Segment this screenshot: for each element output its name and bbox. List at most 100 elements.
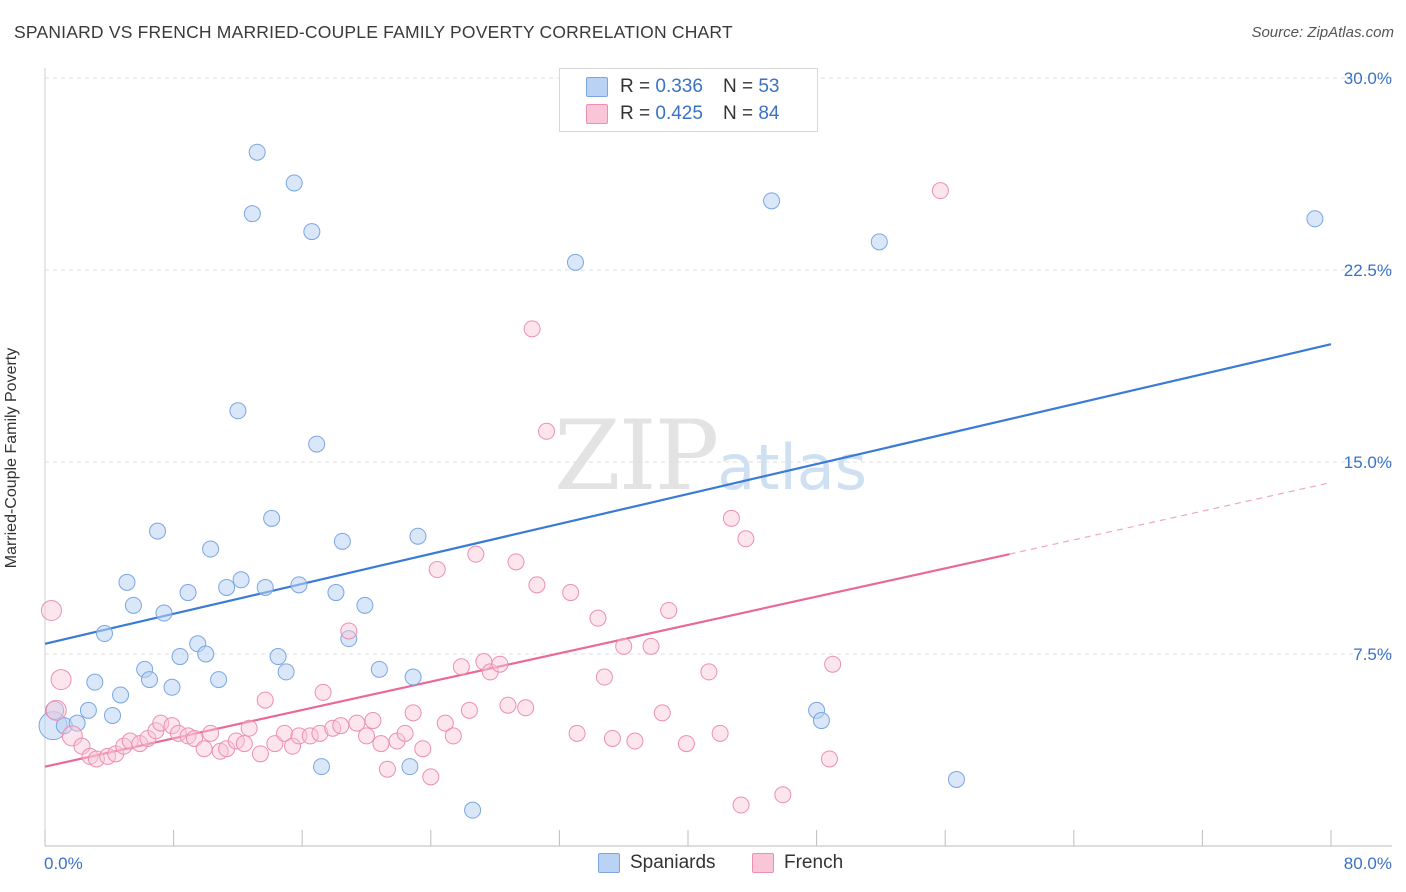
point-spaniards [229,402,247,420]
point-french [314,683,332,701]
point-spaniards [812,712,830,730]
point-french [87,750,105,768]
legend-swatch-french [752,853,774,873]
point-spaniards [312,758,330,776]
point-spaniards [86,673,104,691]
legend-n-french: 84 [758,103,780,124]
point-french [276,724,294,742]
legend-label-spaniards: Spaniards [630,852,716,873]
point-french [422,768,440,786]
point-french [491,655,509,673]
point-french [396,724,414,742]
point-french [50,669,72,691]
x-tick-label: 0.0% [44,854,83,873]
point-french [340,622,358,640]
point-spaniards [356,596,374,614]
point-french [251,745,269,763]
point-spaniards [197,645,215,663]
point-spaniards [763,192,781,210]
point-spaniards [1306,210,1324,228]
point-french [653,704,671,722]
point-french [460,701,478,719]
point-spaniards [277,663,295,681]
point-spaniards [149,522,167,540]
legend-row-spaniards: R = 0.336 N = 53 [586,75,779,99]
legend-n-spaniards: 53 [758,76,780,97]
legend-swatch-spaniards [598,853,620,873]
point-french [517,699,535,717]
point-french [603,729,621,747]
point-spaniards [404,668,422,686]
point-french [311,724,329,742]
point-spaniards [327,584,345,602]
point-french [677,735,695,753]
point-spaniards [210,671,228,689]
point-spaniards [155,604,173,622]
point-french [378,760,396,778]
point-french [737,530,755,548]
point-french [358,727,375,745]
legend-swatch-spaniards [586,77,608,97]
y-tick-label: 7.5% [1353,645,1392,664]
point-spaniards [95,625,113,643]
point-french [642,637,660,655]
point-spaniards [566,253,584,271]
point-spaniards [256,578,274,596]
y-tick-label: 30.0% [1344,69,1392,88]
point-french [284,737,302,755]
point-french [615,637,633,655]
point-spaniards [45,700,65,720]
point-french [589,609,607,627]
point-spaniards [104,706,122,724]
point-french [732,796,750,814]
point-spaniards [243,205,261,223]
point-french [568,724,586,742]
point-french [301,727,319,745]
legend-r-label: R = [620,76,651,97]
point-spaniards [68,714,86,732]
point-french [169,724,187,742]
point-french [332,717,350,735]
point-french [414,740,432,758]
point-french [499,696,517,714]
point-spaniards [401,758,419,776]
point-french [824,655,842,673]
trend-line-french [44,553,1010,768]
point-spaniards [290,576,308,594]
data-points [38,113,1324,819]
point-french [820,750,838,768]
point-spaniards [112,686,130,704]
point-spaniards [218,578,236,596]
point-spaniards [870,233,888,251]
point-french [722,509,740,527]
point-french [40,599,62,621]
point-spaniards [263,509,281,527]
point-french [372,735,390,753]
legend-n-label: N = [722,76,754,97]
y-tick-label: 22.5% [1344,261,1392,280]
legend-series: Spaniards French [0,852,1406,876]
point-french [507,553,525,571]
legend-row-french: R = 0.425 N = 84 [586,102,779,126]
point-spaniards [308,435,326,453]
point-spaniards [303,223,321,241]
point-french [404,704,422,722]
point-spaniards [269,648,287,666]
point-spaniards [248,143,266,161]
legend-r-spaniards: 0.336 [655,76,703,97]
point-french [121,732,139,750]
legend-item-french[interactable]: French [752,852,843,874]
point-french [444,727,462,745]
point-spaniards [232,571,250,589]
point-french [774,786,792,804]
trend-extension-french [1009,481,1332,555]
trend-lines [44,343,1332,768]
legend-item-spaniards[interactable]: Spaniards [598,852,716,874]
point-spaniards [333,532,351,550]
point-french [202,724,220,742]
point-spaniards [285,174,303,192]
point-spaniards [163,678,181,696]
point-french [467,545,485,563]
legend-n-label: N = [722,103,754,124]
point-french [240,719,258,737]
